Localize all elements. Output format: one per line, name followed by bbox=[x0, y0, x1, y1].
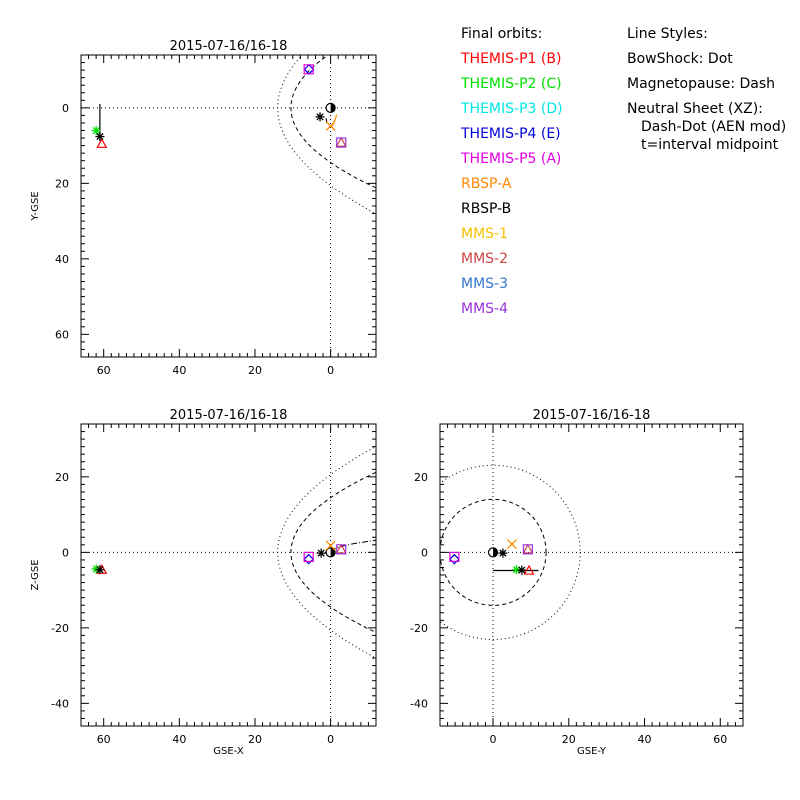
legend-item-mms-2: MMS-2 bbox=[461, 251, 509, 267]
earth-marker-icon bbox=[325, 547, 336, 558]
legend-item-themis-p4: THEMIS-P4 (E) bbox=[461, 126, 561, 142]
legend-item-themis-p2: THEMIS-P2 (C) bbox=[461, 76, 562, 92]
legend-item-rbsp-a: RBSP-A bbox=[461, 176, 512, 192]
marker-mms-4 bbox=[522, 544, 533, 555]
line-styles-title: Line Styles: bbox=[627, 26, 708, 42]
line-styles-legend: Line Styles: BowShock: Dot Magnetopause:… bbox=[627, 25, 786, 154]
marker-themis-p1-b bbox=[96, 137, 108, 148]
marker-mms-2 bbox=[335, 136, 347, 147]
orbits-legend: Final orbits: THEMIS-P1 (B) THEMIS-P2 (C… bbox=[461, 25, 563, 325]
chart-title: 2015-07-16/16-18 bbox=[170, 408, 288, 423]
earth-marker-icon bbox=[487, 547, 499, 558]
style-magnetopause: Magnetopause: Dash bbox=[627, 76, 776, 92]
marker-rbsp-b bbox=[316, 548, 326, 558]
plot-frame bbox=[80, 54, 377, 358]
x-axis-label: GSE-X bbox=[213, 746, 244, 757]
x-tick-label: 20 bbox=[248, 364, 262, 377]
legend-item-rbsp-b: RBSP-B bbox=[461, 201, 512, 217]
marker-mms-2 bbox=[335, 543, 347, 554]
chart-panel-xz: 2015-07-16/16-18 60 40 20 0 20 0 -20 -40 GSE-X Z-G… bbox=[30, 408, 377, 757]
style-neutral-sheet: Neutral Sheet (XZ): bbox=[627, 101, 763, 117]
chart-title: 2015-07-16/16-18 bbox=[533, 408, 651, 423]
style-neutral-sheet-model: Dash-Dot (AEN mod) bbox=[641, 119, 787, 135]
x-tick-label: 40 bbox=[638, 733, 652, 746]
y-tick-label: 0 bbox=[62, 546, 69, 559]
marker-rbsp-b bbox=[498, 548, 508, 558]
style-time-note: t=interval midpoint bbox=[641, 137, 779, 153]
marker-themis-p5-a bbox=[449, 551, 460, 562]
marker-rbsp-a bbox=[507, 539, 517, 550]
y-axis-label: Z-GSE bbox=[30, 559, 41, 590]
x-tick-label: 60 bbox=[97, 364, 111, 377]
y-tick-label: 20 bbox=[55, 177, 69, 190]
neutral-sheet-curve bbox=[330, 539, 376, 552]
bow-shock-boundary bbox=[440, 464, 581, 640]
legend-item-mms-3: MMS-3 bbox=[461, 276, 509, 292]
bow-shock-boundary bbox=[277, 445, 376, 659]
marker-themis-p2-c bbox=[512, 565, 522, 575]
plot-area bbox=[81, 55, 376, 357]
x-tick-label: 40 bbox=[172, 364, 186, 377]
orbits-legend-title: Final orbits: bbox=[461, 26, 543, 42]
chart-title: 2015-07-16/16-18 bbox=[170, 39, 288, 54]
style-bowshock: BowShock: Dot bbox=[627, 51, 733, 67]
earth-marker-icon bbox=[325, 102, 336, 113]
marker-themis-p1-b bbox=[523, 564, 535, 575]
marker-mms-4 bbox=[336, 544, 347, 555]
marker-rbsp-b bbox=[315, 112, 325, 122]
y-tick-label: 0 bbox=[421, 546, 428, 559]
marker-rbsp-b bbox=[517, 565, 527, 575]
plot-area bbox=[81, 424, 376, 726]
legend-item-themis-p1: THEMIS-P1 (B) bbox=[461, 51, 562, 67]
marker-themis-p4-e bbox=[449, 553, 460, 565]
plot-area bbox=[440, 424, 743, 726]
marker-themis-p2-c bbox=[91, 564, 101, 574]
y-tick-label: 40 bbox=[55, 253, 69, 266]
plot-frame bbox=[80, 423, 377, 727]
x-tick-label: 0 bbox=[327, 733, 334, 746]
x-axis-label: GSE-Y bbox=[577, 746, 607, 757]
y-tick-label: 60 bbox=[55, 328, 69, 341]
marker-themis-p5-a bbox=[303, 64, 314, 75]
legend-item-themis-p5: THEMIS-P5 (A) bbox=[461, 151, 562, 167]
chart-panel-xy: 2015-07-16/16-18 60 40 20 0 0 20 40 60 Y-GSE bbox=[30, 39, 377, 377]
y-tick-label: -40 bbox=[410, 697, 428, 710]
marker-rbsp-a bbox=[325, 121, 336, 131]
y-tick-label: -20 bbox=[51, 622, 69, 635]
y-tick-label: 20 bbox=[55, 471, 69, 484]
y-tick-label: -20 bbox=[410, 622, 428, 635]
legend-item-themis-p3: THEMIS-P3 (D) bbox=[461, 101, 563, 117]
x-tick-label: 20 bbox=[562, 733, 576, 746]
magnetopause-boundary bbox=[290, 471, 376, 633]
legend-item-mms-4: MMS-4 bbox=[461, 301, 509, 317]
y-tick-label: 0 bbox=[62, 102, 69, 115]
chart-panel-yz: 2015-07-16/16-18 0 20 40 60 20 0 -20 -40 GSE-Y bbox=[410, 408, 744, 757]
magnetopause-boundary bbox=[290, 55, 376, 189]
y-tick-label: -40 bbox=[51, 697, 69, 710]
y-axis-label: Y-GSE bbox=[30, 191, 41, 221]
marker-themis-p4-e bbox=[303, 553, 315, 565]
legend-item-mms-1: MMS-1 bbox=[461, 226, 509, 242]
marker-themis-p4-e bbox=[303, 63, 315, 75]
x-tick-label: 20 bbox=[248, 733, 262, 746]
magnetopause-boundary bbox=[440, 498, 547, 606]
marker-rbsp-b bbox=[95, 132, 105, 142]
y-tick-label: 20 bbox=[414, 471, 428, 484]
x-tick-label: 40 bbox=[172, 733, 186, 746]
x-tick-label: 0 bbox=[490, 733, 497, 746]
marker-rbsp-b bbox=[95, 565, 105, 575]
marker-themis-p5-a bbox=[303, 551, 314, 562]
bow-shock-boundary bbox=[277, 55, 376, 215]
marker-rbsp-a bbox=[325, 540, 336, 551]
marker-themis-p2-c bbox=[91, 126, 101, 135]
x-tick-label: 60 bbox=[97, 733, 111, 746]
plot-frame bbox=[439, 423, 744, 727]
marker-mms-2 bbox=[522, 543, 534, 554]
x-tick-label: 60 bbox=[713, 733, 727, 746]
marker-mms-4 bbox=[336, 137, 347, 148]
x-tick-label: 0 bbox=[327, 364, 334, 377]
